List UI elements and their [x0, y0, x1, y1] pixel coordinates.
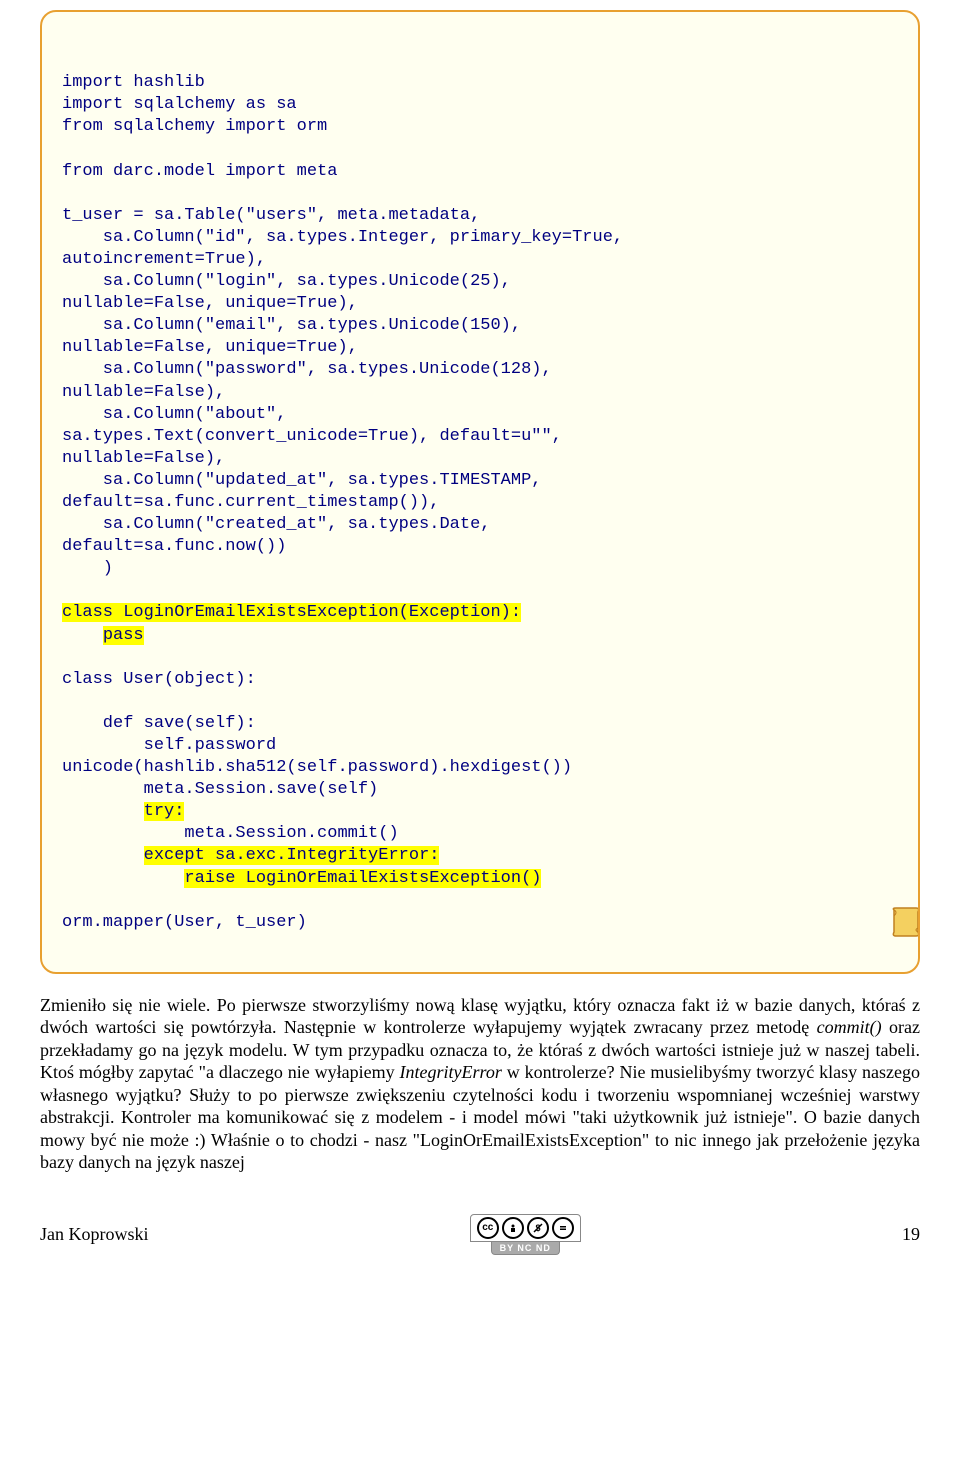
cc-label: BY NC ND [491, 1242, 560, 1255]
code-line: self.password [62, 735, 898, 757]
code-line: sa.Column("id", sa.types.Integer, primar… [62, 227, 898, 249]
code-line: sa.Column("email", sa.types.Unicode(150)… [62, 315, 898, 337]
code-line: unicode(hashlib.sha512(self.password).he… [62, 757, 898, 779]
by-icon [502, 1217, 524, 1239]
code-line: t_user = sa.Table("users", meta.metadata… [62, 205, 898, 227]
nc-icon: $ [527, 1217, 549, 1239]
code-line: sa.Column("created_at", sa.types.Date, [62, 514, 898, 536]
code-line: import hashlib [62, 72, 898, 94]
code-line: default=sa.func.now()) [62, 536, 898, 558]
code-line: ) [62, 558, 898, 580]
code-line: orm.mapper(User, t_user) [62, 912, 898, 934]
code-line: nullable=False, unique=True), [62, 293, 898, 315]
author-name: Jan Koprowski [40, 1224, 149, 1245]
code-line [62, 183, 898, 205]
code-line: pass [62, 625, 898, 647]
italic-text: commit() [817, 1017, 882, 1037]
cc-icon: cc [477, 1217, 499, 1239]
code-line: default=sa.func.current_timestamp()), [62, 492, 898, 514]
code-line: sa.Column("password", sa.types.Unicode(1… [62, 359, 898, 381]
body-text-segment: Zmieniło się nie wiele. Po pierwsze stwo… [40, 995, 920, 1038]
code-line: nullable=False), [62, 382, 898, 404]
code-line: autoincrement=True), [62, 249, 898, 271]
code-line: class LoginOrEmailExistsException(Except… [62, 602, 898, 624]
scroll-icon [886, 902, 920, 942]
code-line: meta.Session.commit() [62, 823, 898, 845]
page-number: 19 [902, 1224, 920, 1245]
code-line: try: [62, 801, 898, 823]
code-line: nullable=False), [62, 448, 898, 470]
code-line [62, 580, 898, 602]
code-line: sa.Column("about", [62, 404, 898, 426]
code-line: from darc.model import meta [62, 161, 898, 183]
code-line [62, 138, 898, 160]
code-line: from sqlalchemy import orm [62, 116, 898, 138]
code-line: raise LoginOrEmailExistsException() [62, 868, 898, 890]
code-line: meta.Session.save(self) [62, 779, 898, 801]
code-line: import sqlalchemy as sa [62, 94, 898, 116]
nd-icon [552, 1217, 574, 1239]
code-line: sa.types.Text(convert_unicode=True), def… [62, 426, 898, 448]
code-line [62, 691, 898, 713]
italic-text: IntegrityError [400, 1062, 502, 1082]
code-block: import hashlibimport sqlalchemy as safro… [40, 10, 920, 974]
code-line [62, 890, 898, 912]
code-line [62, 647, 898, 669]
code-line: class User(object): [62, 669, 898, 691]
page-footer: Jan Koprowski cc $ BY NC ND 19 [40, 1214, 920, 1255]
code-line: sa.Column("login", sa.types.Unicode(25), [62, 271, 898, 293]
code-line: def save(self): [62, 713, 898, 735]
code-line: except sa.exc.IntegrityError: [62, 845, 898, 867]
body-paragraph: Zmieniło się nie wiele. Po pierwsze stwo… [40, 994, 920, 1174]
code-line: sa.Column("updated_at", sa.types.TIMESTA… [62, 470, 898, 492]
cc-license-badge: cc $ BY NC ND [470, 1214, 581, 1255]
code-line: nullable=False, unique=True), [62, 337, 898, 359]
